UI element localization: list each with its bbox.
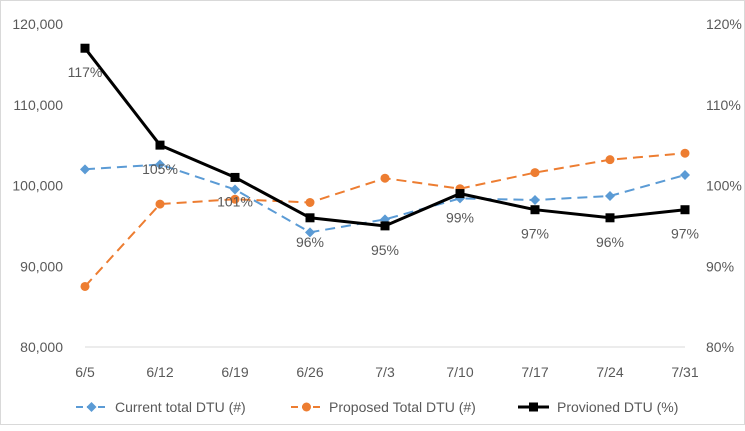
- y-right-tick-label: 110%: [706, 97, 741, 113]
- data-label: 99%: [446, 210, 474, 226]
- series-line-1: [84, 163, 686, 234]
- series-point-square: [155, 140, 165, 150]
- series-point-diamond: [155, 159, 165, 170]
- x-tick-label: 7/3: [375, 364, 395, 380]
- y-right-tick-label: 100%: [706, 178, 742, 194]
- series-point-square: [605, 213, 615, 223]
- legend-label: Proposed Total DTU (#): [329, 399, 476, 415]
- y-right-tick-label: 80%: [706, 339, 734, 355]
- series-point-diamond: [530, 195, 540, 206]
- series-point-circle: [605, 155, 615, 165]
- x-tick-label: 7/10: [446, 364, 473, 380]
- data-label: 97%: [671, 226, 699, 242]
- x-tick-label: 6/5: [75, 364, 95, 380]
- x-tick-label: 7/24: [596, 364, 623, 380]
- legend-label: Current total DTU (#): [115, 399, 246, 415]
- series-point-square: [455, 189, 465, 199]
- series-point-diamond: [305, 227, 315, 238]
- data-label: 95%: [371, 242, 399, 258]
- data-label: 101%: [217, 193, 253, 209]
- data-label: 96%: [596, 234, 624, 250]
- series-point-diamond: [680, 170, 690, 181]
- y-right-tick-label: 90%: [706, 258, 734, 274]
- series-point-circle: [155, 199, 165, 209]
- series-point-square: [230, 172, 240, 182]
- series-point-diamond: [80, 164, 90, 175]
- y-left-tick-label: 90,000: [20, 258, 63, 274]
- legend-marker-square: [529, 402, 538, 412]
- legend-marker-diamond: [86, 402, 97, 412]
- series-point-circle: [80, 281, 90, 291]
- data-label: 117%: [68, 64, 103, 80]
- series-point-circle: [680, 148, 690, 158]
- legend-label: Provioned DTU (%): [557, 399, 678, 415]
- series-point-square: [380, 221, 390, 231]
- x-tick-label: 6/12: [146, 364, 173, 380]
- series-point-square: [680, 205, 690, 215]
- series-line-3: [83, 47, 686, 228]
- y-right-tick-label: 120%: [706, 16, 742, 32]
- y-left-tick-label: 100,000: [12, 178, 63, 194]
- series-point-diamond: [605, 190, 615, 201]
- x-tick-label: 6/26: [296, 364, 323, 380]
- series-point-circle: [305, 197, 315, 207]
- data-label: 97%: [521, 226, 549, 242]
- series-point-circle: [530, 168, 540, 178]
- series-point-square: [305, 213, 315, 223]
- series-point-square: [530, 205, 540, 215]
- x-tick-label: 7/17: [521, 364, 548, 380]
- x-tick-label: 7/31: [671, 364, 698, 380]
- series-point-circle: [380, 173, 390, 183]
- x-tick-label: 6/19: [221, 364, 248, 380]
- series-point-diamond: [230, 184, 240, 195]
- y-left-tick-label: 110,000: [13, 97, 63, 113]
- data-label: 96%: [296, 234, 324, 250]
- series-point-circle: [230, 194, 240, 204]
- y-left-tick-label: 80,000: [20, 339, 63, 355]
- y-left-tick-label: 120,000: [12, 16, 63, 32]
- legend-marker-circle: [302, 402, 311, 412]
- series-point-square: [80, 43, 90, 53]
- data-label: 105%: [142, 161, 178, 177]
